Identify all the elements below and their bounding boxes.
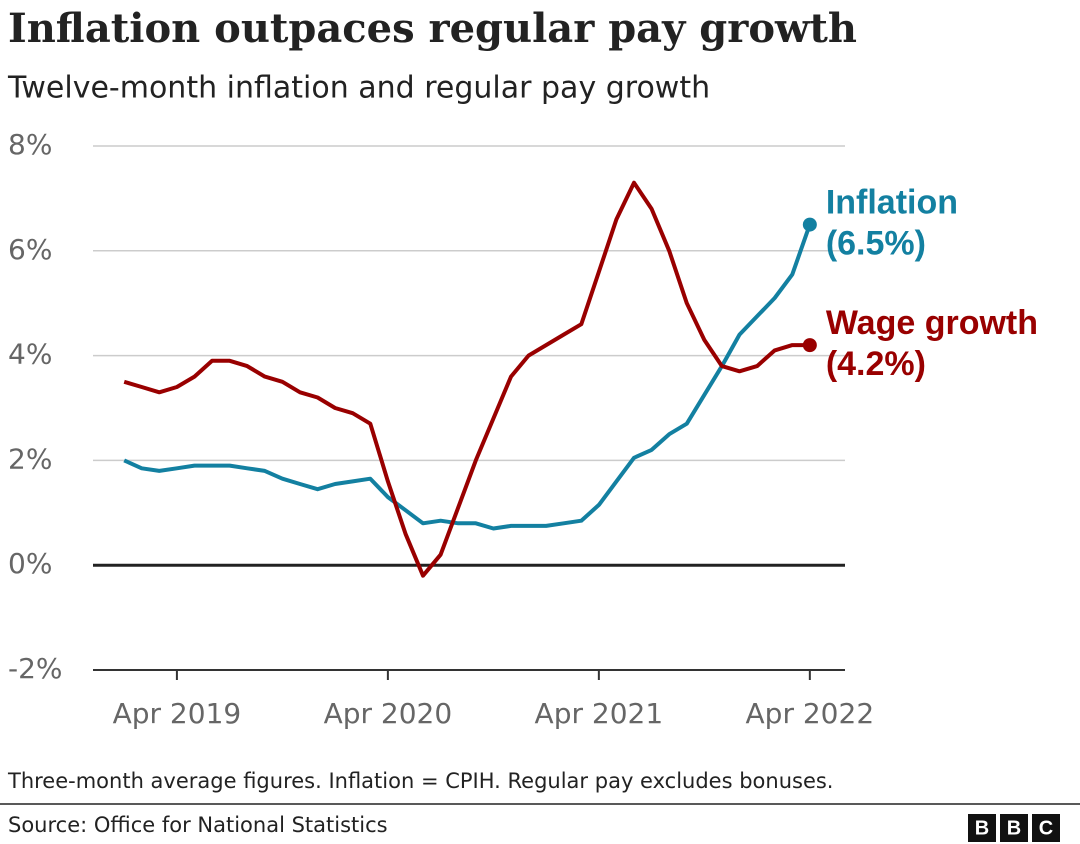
y-tick-label: 2%: [8, 442, 52, 475]
logo-box: [968, 814, 996, 842]
y-tick-label: 8%: [8, 128, 52, 161]
logo-letter: C: [1039, 817, 1053, 839]
series-label: Inflation: [826, 184, 958, 222]
series-line: [123, 180, 810, 578]
logo-letter: B: [1007, 817, 1021, 839]
end-dot: [802, 338, 817, 353]
x-tick-label: Apr 2020: [324, 697, 453, 730]
logo-box: [1000, 814, 1028, 842]
logo-box: [1032, 814, 1060, 842]
chart-subtitle: Twelve-month inflation and regular pay g…: [7, 71, 710, 106]
source: Source: Office for National Statistics: [8, 813, 388, 837]
y-tick-label: 6%: [8, 233, 52, 266]
logo-letter: B: [975, 817, 989, 839]
chart-title: Inflation outpaces regular pay growth: [8, 5, 857, 52]
y-tick-label: 0%: [8, 547, 52, 580]
x-tick-label: Apr 2021: [535, 697, 664, 730]
end-dot: [802, 217, 817, 232]
x-tick-label: Apr 2022: [746, 697, 875, 730]
series-line: [123, 223, 812, 531]
y-tick-label: -2%: [8, 652, 63, 685]
series-value-label: (6.5%): [826, 225, 926, 263]
series-value-label: (4.2%): [826, 345, 926, 383]
x-tick-label: Apr 2019: [113, 697, 242, 730]
footnote: Three-month average figures. Inflation =…: [7, 769, 833, 793]
series-label: Wage growth: [826, 304, 1038, 342]
y-tick-label: 4%: [8, 338, 52, 371]
